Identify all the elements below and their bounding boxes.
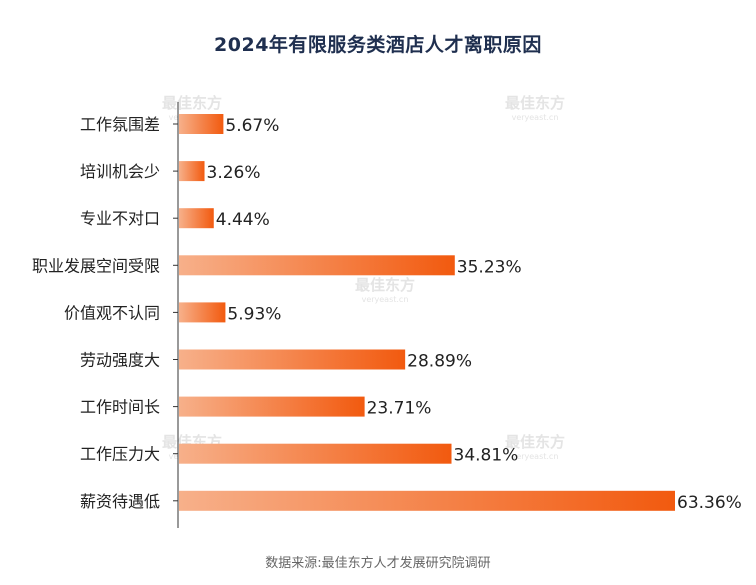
bar — [179, 114, 224, 134]
value-label: 5.67% — [225, 116, 279, 136]
category-label: 培训机会少 — [80, 162, 160, 181]
category-label: 价值观不认同 — [64, 303, 160, 322]
value-label: 28.89% — [407, 352, 472, 372]
category-label: 工作氛围差 — [80, 115, 160, 134]
bar — [179, 161, 205, 182]
category-label: 薪资待遇低 — [80, 492, 160, 511]
source-note: 数据来源:最佳东方人才发展研究院调研 — [265, 556, 491, 571]
chart-title: 2024年有限服务类酒店人才离职原因 — [214, 34, 542, 56]
value-label: 34.81% — [454, 446, 519, 466]
bars-layer: 工作氛围差 5.67% 培训机会少 3.26% 专业不对口 4.44% 职业发展空间受限 35… — [32, 114, 742, 513]
category-label: 工作压力大 — [80, 445, 160, 464]
value-label: 5.93% — [227, 304, 281, 324]
category-label: 职业发展空间受限 — [32, 256, 160, 275]
category-label: 专业不对口 — [80, 209, 160, 228]
watermark-text: 最佳东方 — [505, 94, 565, 112]
category-label: 劳动强度大 — [80, 351, 160, 370]
bar — [179, 490, 675, 511]
value-label: 4.44% — [216, 210, 270, 230]
bar — [179, 443, 452, 464]
watermark-text: 最佳东方 — [505, 433, 565, 451]
bar — [179, 208, 214, 229]
value-label: 35.23% — [457, 257, 522, 277]
value-label: 3.26% — [207, 163, 261, 183]
watermark-group: 最佳东方veryeast.cn最佳东方veryeast.cn最佳东方veryea… — [162, 94, 565, 461]
category-label: 工作时间长 — [80, 398, 160, 417]
watermark-subtext: veryeast.cn — [512, 113, 559, 122]
watermark-subtext: veryeast.cn — [512, 452, 559, 461]
watermark-text: 最佳东方 — [162, 94, 222, 112]
value-label: 63.36% — [677, 493, 742, 513]
value-label: 23.71% — [367, 399, 432, 419]
watermark-text: 最佳东方 — [355, 276, 415, 294]
bar — [179, 349, 406, 370]
bar — [179, 396, 365, 417]
bar — [179, 302, 226, 323]
bar — [179, 255, 455, 276]
watermark-subtext: veryeast.cn — [362, 295, 409, 304]
